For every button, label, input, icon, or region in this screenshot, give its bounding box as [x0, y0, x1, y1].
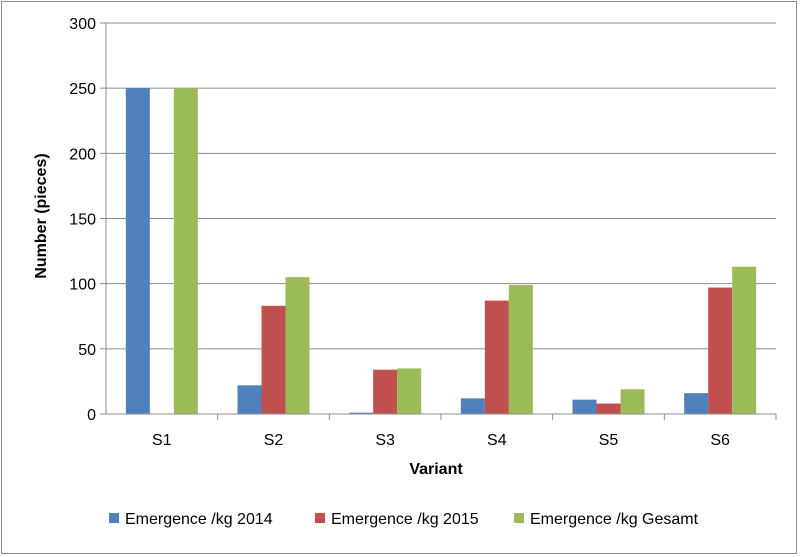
bar-s2-series-2 — [261, 305, 286, 414]
legend-swatch — [514, 513, 524, 523]
x-tick-labels: S1 S2 S3 S4 S5 S6 — [152, 432, 730, 449]
x-tick-label: S3 — [375, 432, 395, 449]
bar-s6-series-3 — [732, 266, 757, 414]
y-tick-label: 150 — [69, 212, 96, 229]
x-tick-label: S4 — [487, 432, 507, 449]
y-tick-labels: 0 50 100 150 200 250 300 — [69, 16, 96, 424]
y-tick-label: 250 — [69, 81, 96, 98]
axes — [105, 23, 777, 420]
bar-s5-series-1 — [572, 399, 597, 414]
y-tick-label: 0 — [87, 407, 96, 424]
x-tick-label: S5 — [599, 432, 619, 449]
bar-s6-series-2 — [708, 287, 733, 414]
y-tick-label: 200 — [69, 146, 96, 163]
bar-s6-series-1 — [684, 393, 709, 414]
bar-s3-series-1 — [349, 412, 374, 414]
bar-s1-series-1 — [125, 88, 150, 415]
y-tick-label: 300 — [69, 16, 96, 33]
legend-swatch — [109, 513, 119, 523]
legend-label: Emergence /kg Gesamt — [530, 511, 699, 528]
gridlines — [100, 22, 776, 415]
legend-swatch — [315, 513, 325, 523]
x-tick-label: S1 — [152, 432, 172, 449]
bar-s4-series-3 — [508, 284, 533, 414]
x-axis-title: Variant — [409, 461, 463, 478]
bar-s5-series-3 — [620, 389, 645, 414]
bar-s2-series-3 — [285, 277, 310, 414]
bar-s3-series-2 — [373, 369, 398, 414]
bar-s3-series-3 — [397, 368, 422, 414]
legend: Emergence /kg 2014 Emergence /kg 2015 Emer… — [109, 511, 699, 528]
y-axis-title: Number (pieces) — [33, 153, 50, 278]
x-tick-label: S6 — [710, 432, 730, 449]
bar-s4-series-2 — [484, 300, 509, 414]
bar-s1-series-3 — [173, 88, 198, 415]
bar-s2-series-1 — [237, 385, 262, 414]
y-tick-label: 100 — [69, 277, 96, 294]
legend-label: Emergence /kg 2015 — [331, 511, 479, 528]
x-tick-label: S2 — [264, 432, 284, 449]
y-tick-label: 50 — [78, 342, 96, 359]
bar-s4-series-1 — [460, 398, 485, 414]
legend-label: Emergence /kg 2014 — [125, 511, 273, 528]
bar-s5-series-2 — [596, 403, 621, 414]
bars — [125, 88, 757, 415]
